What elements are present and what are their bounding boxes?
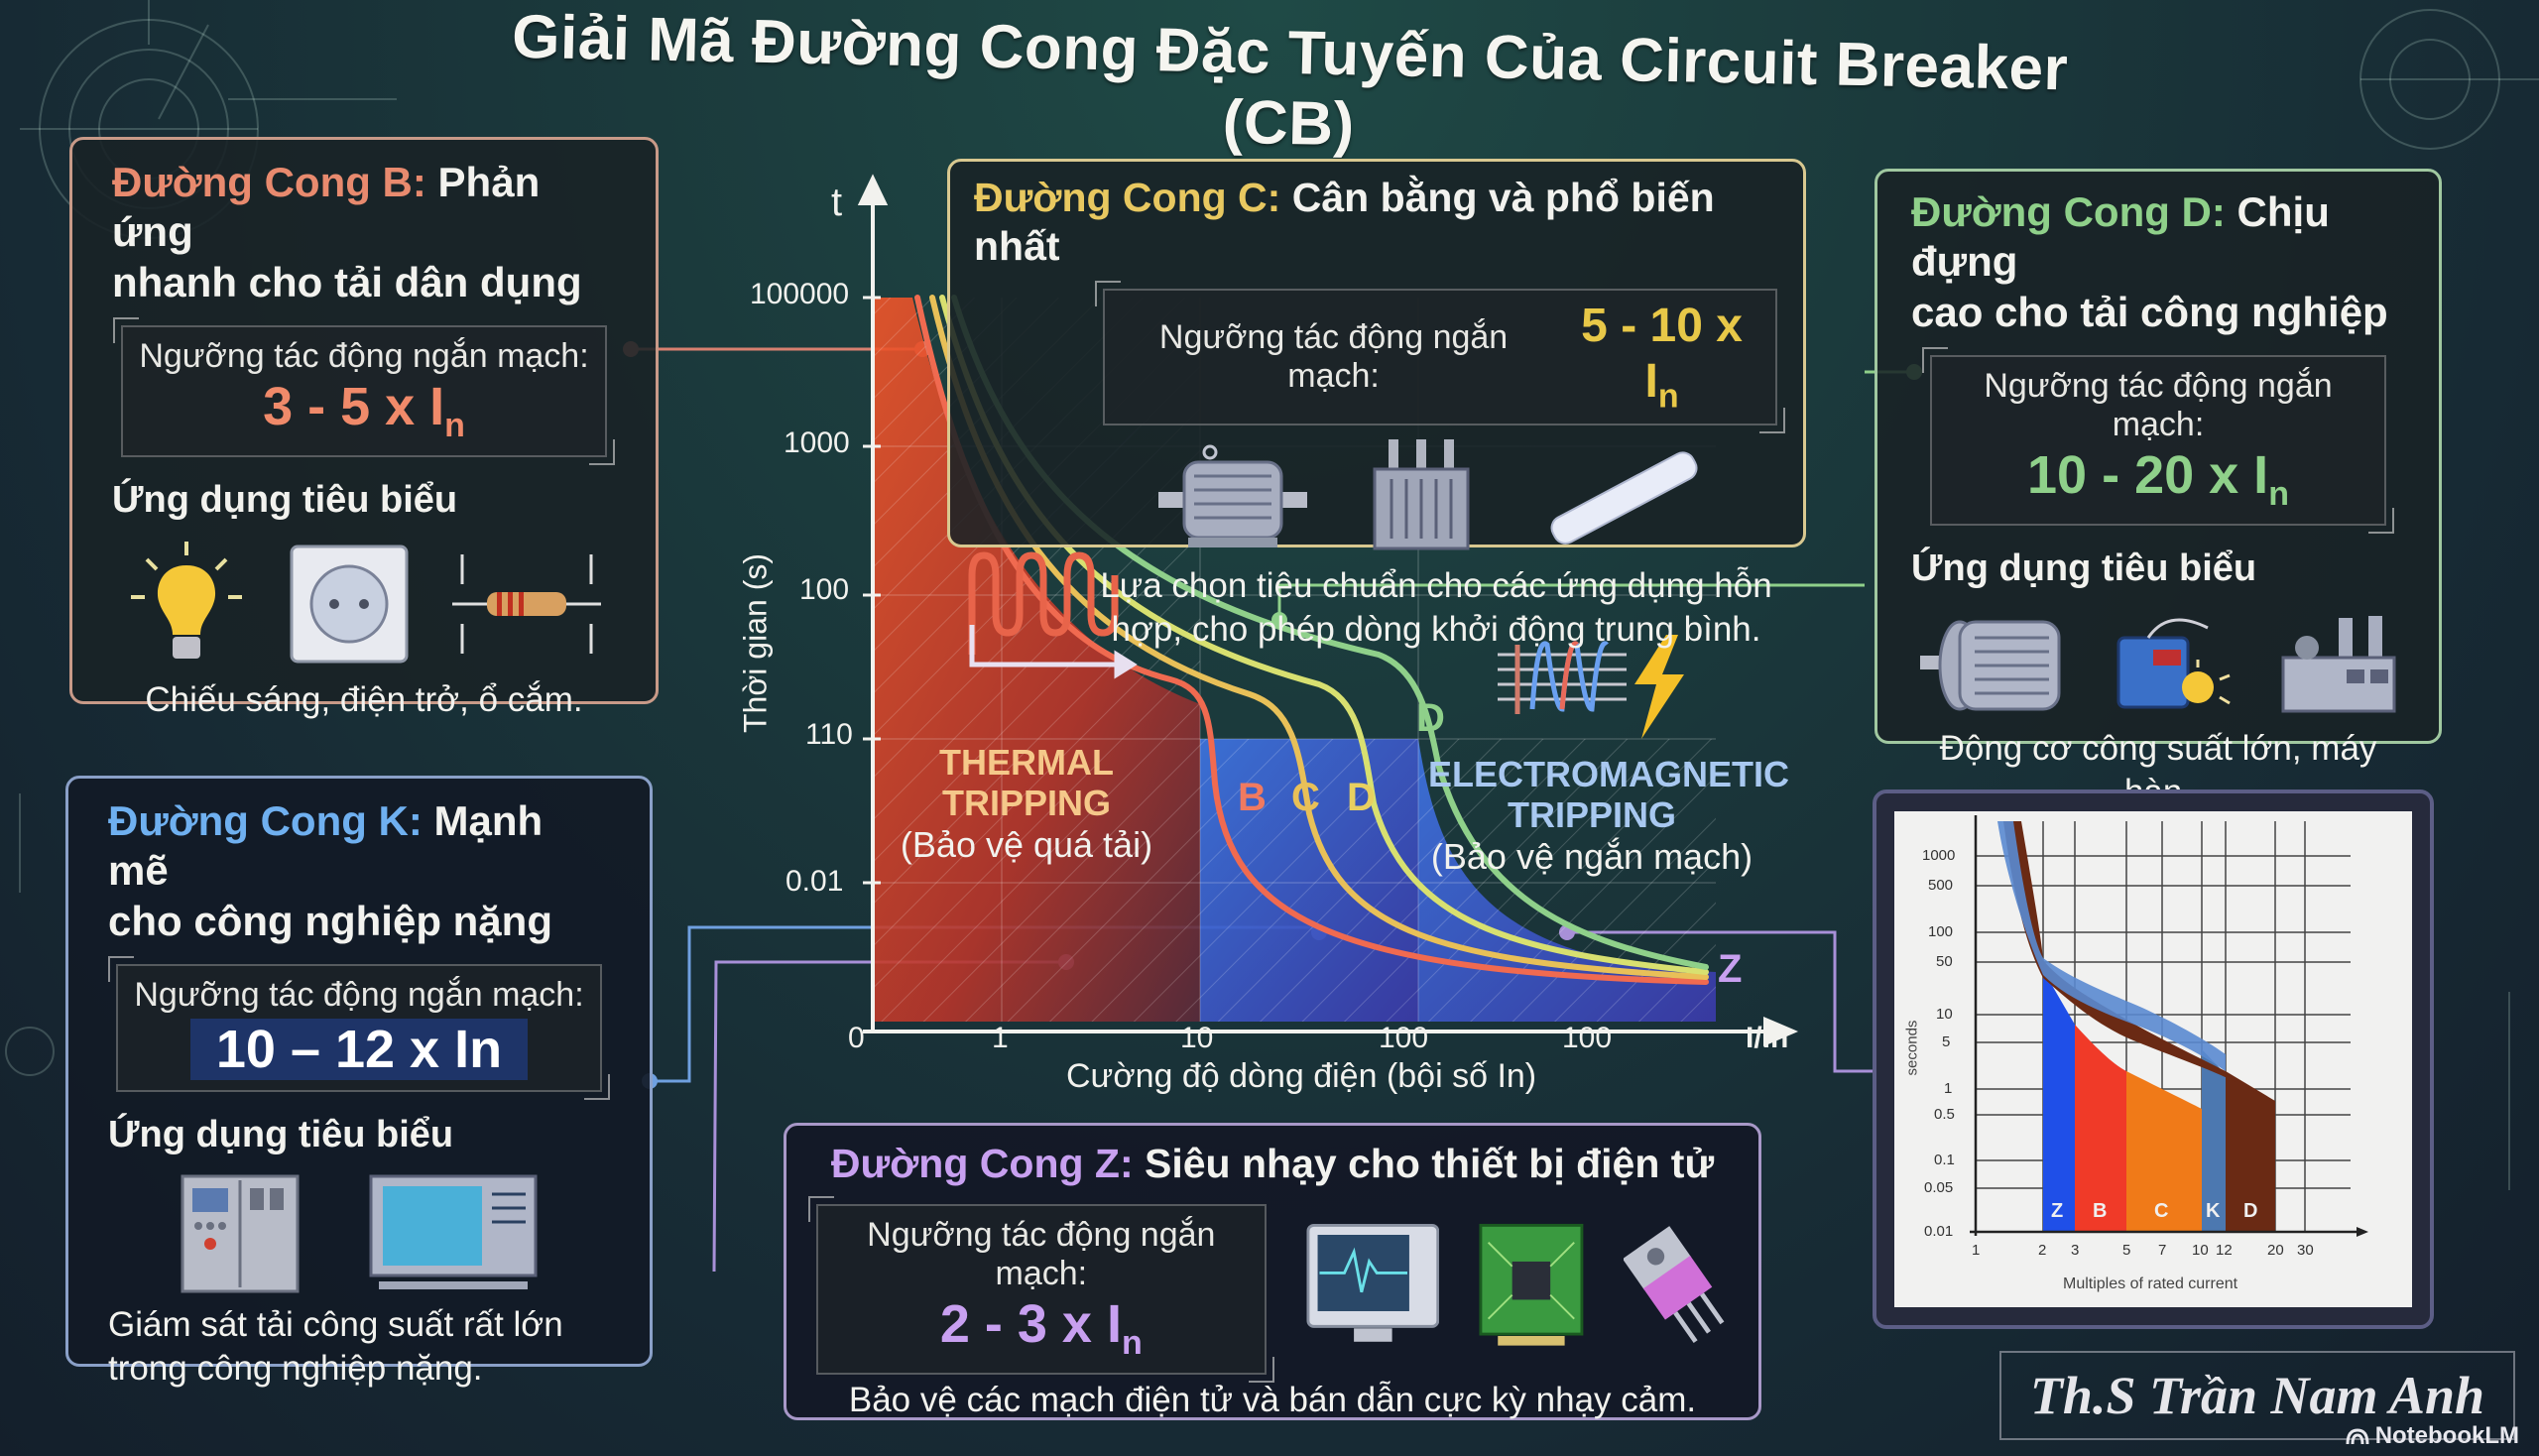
curve-tag-d-inner: D bbox=[1347, 776, 1376, 819]
resistor-icon bbox=[452, 554, 601, 655]
industrial-motor-icon bbox=[1920, 620, 2061, 711]
solenoid-coil-icon bbox=[1498, 641, 1627, 714]
curve-k-threshold-value: 10 – 12 x In bbox=[189, 1019, 529, 1081]
curve-c-card: Đường Cong C: Cân bằng và phổ biến nhất … bbox=[947, 159, 1806, 649]
curve-z-threshold-value: 2 - 3 x I bbox=[939, 1294, 1122, 1355]
heating-coil-icon bbox=[968, 551, 1119, 655]
oscilloscope-monitor-icon bbox=[1306, 1224, 1439, 1342]
x-tick-100: 100 bbox=[1379, 1022, 1429, 1054]
curve-b-threshold: Ngưỡng tác động ngắn mạch: 3 - 5 x In bbox=[113, 317, 615, 465]
x-axis-letter: I/In bbox=[1746, 1022, 1789, 1054]
semiconductor-icon bbox=[1624, 1226, 1725, 1344]
curve-b-threshold-value: 3 - 5 x I bbox=[263, 377, 445, 437]
curve-tag-z: Z bbox=[1718, 947, 1743, 991]
x-tick-10: 10 bbox=[1180, 1022, 1214, 1054]
curve-tag-d-outer: D bbox=[1416, 696, 1445, 740]
transformer-icon bbox=[1373, 439, 1470, 550]
x-tick-1: 1 bbox=[992, 1022, 1009, 1054]
author-signature: Th.S Trần Nam Anh bbox=[1999, 1351, 2515, 1440]
curve-c-threshold-value: 5 - 10 x I bbox=[1581, 300, 1743, 408]
reference-trip-chart bbox=[1970, 815, 2368, 1237]
curve-d-card: Đường Cong D: Chịu đựng cao cho tải công… bbox=[1874, 169, 2442, 855]
thermal-tripping-label: THERMAL TRIPPING (Bảo vệ quá tải) bbox=[900, 742, 1153, 865]
page-title: Giải Mã Đường Cong Đặc Tuyến Của Circuit… bbox=[511, 2, 2069, 160]
mini-x-label: Multiples of rated current bbox=[2063, 1275, 2238, 1292]
y-tick-110: 110 bbox=[805, 718, 853, 751]
curve-d-title: Đường Cong D: Chịu đựng cao cho tải công… bbox=[1911, 188, 2388, 335]
y-tick-0-01: 0.01 bbox=[786, 865, 844, 898]
curve-c-threshold: Ngưỡng tác động ngắn mạch: 5 - 10 x In bbox=[1095, 281, 1785, 434]
x-tick-100b: 100 bbox=[1562, 1022, 1613, 1054]
curve-k-card: Đường Cong K: Mạnh mẽ cho công nghiệp nặ… bbox=[65, 776, 653, 1388]
welding-machine-icon bbox=[2116, 618, 2231, 709]
curve-tag-c: C bbox=[1291, 776, 1320, 819]
circuit-board-icon bbox=[1479, 1224, 1584, 1346]
curve-z-threshold: Ngưỡng tác động ngắn mạch: 2 - 3 x In bbox=[808, 1196, 1274, 1383]
curve-z-title: Đường Cong Z: Siêu nhạy cho thiết bị điệ… bbox=[830, 1141, 1715, 1186]
curve-k-title: Đường Cong K: Mạnh mẽ cho công nghiệp nặ… bbox=[108, 797, 552, 944]
x-axis-label: Cường độ dòng điện (bội số In) bbox=[1066, 1057, 1537, 1095]
electromagnetic-tripping-label: ELECTROMAGNETIC TRIPPING (Bảo vệ ngắn mạ… bbox=[1428, 754, 1789, 877]
notebooklm-watermark: NotebookLM bbox=[2346, 1422, 2519, 1450]
curve-d-threshold: Ngưỡng tác động ngắn mạch: 10 - 20 x In bbox=[1922, 347, 2394, 534]
fluorescent-tube-icon bbox=[1550, 451, 1698, 546]
monitoring-screen-icon bbox=[369, 1174, 538, 1290]
control-cabinet-icon bbox=[181, 1174, 300, 1293]
y-tick-100: 100 bbox=[799, 573, 850, 606]
curve-b-title: Đường Cong B: Phản ứng nhanh cho tải dân… bbox=[112, 159, 582, 305]
y-axis-label: Thời gian (s) bbox=[737, 552, 774, 734]
light-bulb-icon bbox=[131, 542, 242, 660]
y-axis-letter: t bbox=[831, 181, 843, 224]
curve-b-card: Đường Cong B: Phản ứng nhanh cho tải dân… bbox=[69, 137, 659, 719]
curve-z-card: Đường Cong Z: Siêu nhạy cho thiết bị điệ… bbox=[784, 1123, 1761, 1420]
wall-socket-icon bbox=[290, 545, 409, 664]
electric-motor-icon bbox=[1158, 444, 1307, 548]
y-tick-1000: 1000 bbox=[784, 426, 850, 459]
notebooklm-logo-icon bbox=[2346, 1428, 2369, 1445]
y-tick-100000: 100000 bbox=[750, 278, 850, 310]
factory-icon bbox=[2281, 616, 2396, 713]
curve-c-title: Đường Cong C: Cân bằng và phổ biến nhất bbox=[974, 175, 1715, 270]
mini-y-label: seconds bbox=[1903, 1020, 1921, 1076]
curve-k-threshold: Ngưỡng tác động ngắn mạch: 10 – 12 x In bbox=[108, 956, 610, 1101]
x-tick-0: 0 bbox=[848, 1022, 865, 1054]
curve-d-threshold-value: 10 - 20 x I bbox=[2027, 445, 2269, 506]
lightning-bolt-icon bbox=[1634, 635, 1684, 739]
curve-tag-b: B bbox=[1238, 776, 1267, 819]
reference-trip-chart-panel: 1000 500 100 50 10 5 1 0.5 0.1 0.05 0.01… bbox=[1873, 789, 2434, 1329]
